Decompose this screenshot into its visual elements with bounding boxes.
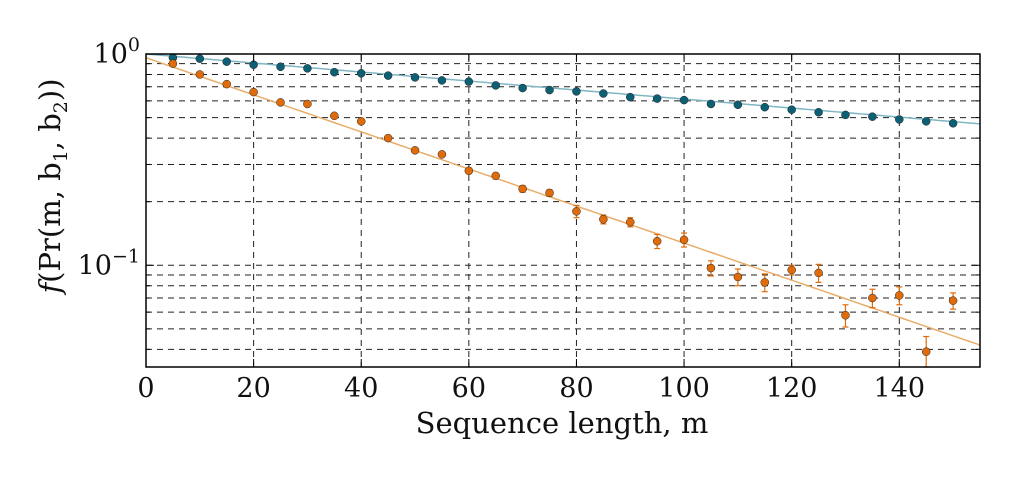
data-point-orange (921, 347, 931, 356)
tick-labels: 0 20 40 60 80 100 120 140 100 10−1 (78, 34, 980, 404)
data-point-orange (249, 87, 258, 97)
data-point-orange (572, 207, 581, 216)
fit-line-orange (145, 57, 981, 346)
data-point-blue (545, 85, 554, 95)
data-point-orange (276, 98, 285, 107)
data-point-orange (948, 296, 958, 305)
data-point-orange (626, 217, 635, 227)
data-point-blue (948, 119, 958, 128)
data-point-orange (895, 291, 904, 300)
data-point-blue (787, 105, 796, 114)
data-point-orange (841, 311, 850, 320)
data-point-blue (868, 112, 877, 121)
data-point-blue (222, 57, 231, 66)
data-point-blue (572, 87, 581, 96)
plot-frame (145, 53, 981, 368)
data-point-orange (733, 272, 743, 282)
data-point-orange (303, 99, 312, 109)
data-point-blue (437, 76, 447, 85)
data-point-orange (760, 278, 770, 287)
x-tick-label: 0 (137, 373, 154, 404)
data-point-blue (733, 100, 743, 110)
data-points (168, 53, 958, 368)
y-axis-label-sub2: 2 (50, 101, 72, 113)
x-tick-label: 60 (452, 373, 486, 404)
data-point-orange (356, 117, 366, 126)
data-point-orange (383, 133, 393, 143)
data-point-orange (464, 166, 474, 176)
grid (146, 54, 980, 367)
data-point-blue (303, 64, 312, 73)
data-point-blue (921, 117, 931, 126)
fit-line-blue (145, 53, 981, 125)
data-point-orange (518, 184, 527, 194)
data-point-blue (491, 81, 500, 90)
y-axis-label-close: )) (33, 78, 67, 101)
x-tick-label: 80 (559, 373, 593, 404)
fit-lines (145, 53, 981, 346)
y-tick-label: 100 (94, 34, 140, 70)
data-point-blue (679, 95, 689, 105)
data-point-blue (706, 99, 716, 109)
data-point-blue (895, 115, 904, 124)
data-point-blue (383, 71, 393, 80)
data-point-blue (599, 89, 608, 98)
data-point-blue (356, 69, 366, 78)
data-point-orange (787, 265, 796, 275)
data-point-blue (330, 67, 339, 77)
data-point-orange (545, 188, 554, 198)
y-axis-label-open: (Pr(m, b (33, 162, 67, 283)
y-axis-label-mid: , b (33, 113, 67, 150)
data-point-orange (814, 268, 823, 278)
y-axis-label-sub1: 1 (50, 150, 72, 162)
data-point-orange (222, 79, 231, 89)
data-point-blue (626, 92, 635, 102)
data-point-orange (330, 111, 339, 121)
x-tick-label: 100 (658, 373, 710, 404)
x-axis-label: Sequence length, m (416, 406, 709, 440)
data-point-orange (437, 150, 447, 159)
data-point-orange (168, 59, 178, 68)
x-tick-label: 20 (236, 373, 270, 404)
x-tick-label: 40 (344, 373, 378, 404)
data-point-orange (410, 146, 420, 155)
data-point-orange (599, 215, 608, 224)
y-axis-label: f(Pr(m, b1, b2)) (33, 78, 72, 295)
x-tick-label: 120 (766, 373, 818, 404)
x-tick-label: 140 (874, 373, 926, 404)
data-point-blue (410, 73, 420, 82)
data-point-orange (706, 263, 716, 273)
data-point-blue (464, 77, 474, 86)
data-point-blue (814, 108, 823, 117)
data-point-blue (841, 110, 850, 120)
data-point-blue (760, 102, 770, 112)
data-point-orange (195, 70, 205, 79)
data-point-blue (652, 94, 662, 103)
y-tick-label: 10−1 (78, 245, 140, 281)
data-point-orange (868, 293, 877, 303)
data-point-blue (276, 62, 285, 72)
data-point-orange (491, 171, 500, 181)
data-point-orange (652, 236, 662, 246)
data-point-blue (195, 54, 205, 63)
data-point-blue (518, 83, 527, 93)
data-point-orange (679, 235, 689, 245)
